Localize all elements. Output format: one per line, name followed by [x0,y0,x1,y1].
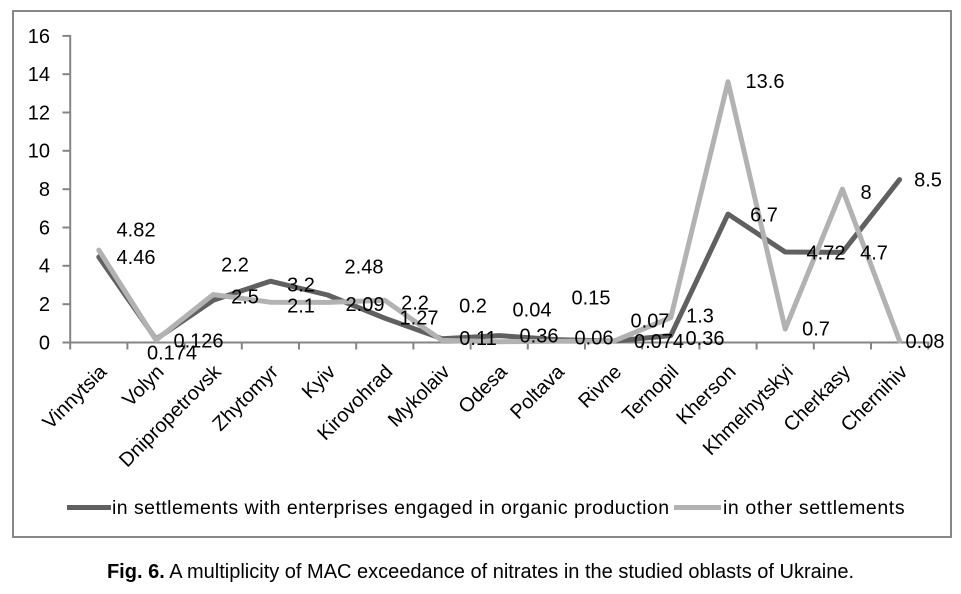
svg-text:2.5: 2.5 [231,287,259,309]
svg-text:2.1: 2.1 [287,296,315,318]
svg-text:12: 12 [28,102,50,124]
svg-text:0.06: 0.06 [575,328,614,350]
svg-text:8: 8 [39,179,50,201]
svg-text:0.11: 0.11 [459,328,496,350]
svg-text:0.08: 0.08 [906,331,945,353]
svg-text:1.27: 1.27 [400,308,439,330]
svg-text:Kyiv: Kyiv [298,361,340,403]
svg-text:2.09: 2.09 [346,294,385,316]
svg-text:2: 2 [39,294,50,316]
svg-text:8: 8 [860,182,871,204]
svg-text:0: 0 [39,332,50,354]
svg-text:Mykolaiv: Mykolaiv [384,361,455,432]
svg-text:16: 16 [28,26,50,48]
svg-text:0.074: 0.074 [634,331,684,353]
svg-text:4.72: 4.72 [807,243,846,265]
svg-text:Rivne: Rivne [574,361,626,413]
svg-text:Dnipropetrovsk: Dnipropetrovsk [115,360,226,471]
svg-text:4.82: 4.82 [117,220,156,242]
svg-text:0.07: 0.07 [631,311,670,333]
svg-text:Odesa: Odesa [455,360,513,418]
svg-text:2.2: 2.2 [221,255,249,277]
svg-text:8.5: 8.5 [914,170,942,192]
svg-text:0.7: 0.7 [802,319,830,341]
svg-text:1.3: 1.3 [686,306,714,328]
svg-text:6.7: 6.7 [750,205,778,227]
svg-text:14: 14 [28,64,50,86]
svg-text:0.174: 0.174 [147,343,197,365]
svg-text:0.36: 0.36 [520,326,559,348]
svg-text:3.2: 3.2 [287,275,315,297]
svg-text:6: 6 [39,217,50,239]
svg-text:in other settlements: in other settlements [723,497,905,519]
svg-text:0.15: 0.15 [572,288,611,310]
svg-text:in settlements with enterprise: in settlements with enterprises engaged … [112,497,670,519]
svg-text:2.48: 2.48 [345,257,384,279]
svg-text:0.2: 0.2 [459,296,487,318]
svg-text:Poltava: Poltava [506,360,569,423]
svg-text:0.36: 0.36 [686,328,725,350]
svg-text:2.2: 2.2 [401,293,429,315]
svg-text:0.126: 0.126 [173,331,223,353]
svg-text:4.46: 4.46 [117,247,156,269]
svg-text:10: 10 [28,141,50,163]
svg-text:Vinnytsia: Vinnytsia [39,360,112,433]
svg-text:4.7: 4.7 [860,243,888,265]
svg-text:0.04: 0.04 [513,300,552,322]
svg-text:13.6: 13.6 [746,71,785,93]
svg-text:4: 4 [39,256,50,278]
svg-text:Volyn: Volyn [118,361,168,411]
